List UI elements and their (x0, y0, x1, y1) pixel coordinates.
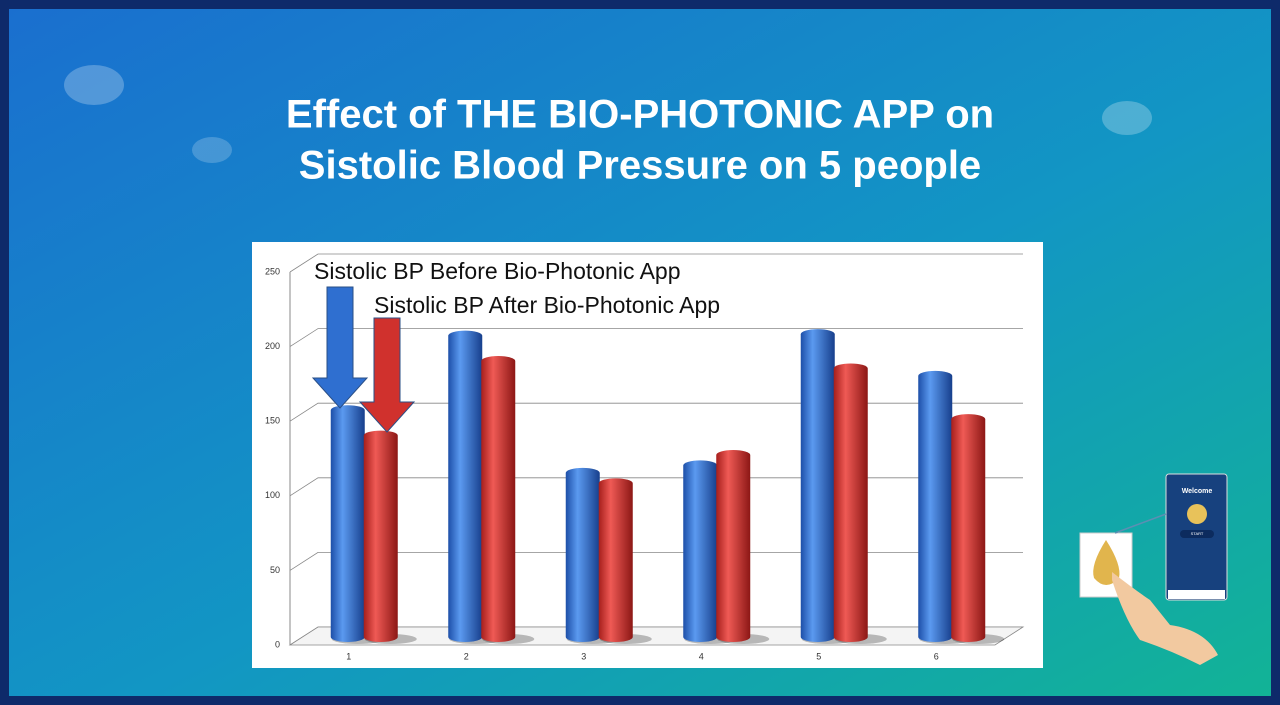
y-tick-label: 200 (265, 341, 280, 351)
bar (363, 430, 398, 642)
y-tick-label: 100 (265, 490, 280, 500)
x-tick-label: 4 (699, 651, 704, 661)
legend-label: Sistolic BP Before Bio-Photonic App (314, 258, 681, 284)
grid-line (289, 402, 1023, 422)
bar (481, 355, 516, 642)
phone-title: Welcome (1182, 488, 1213, 495)
bar (800, 329, 835, 642)
bubble (64, 65, 124, 105)
bar (716, 449, 751, 642)
legend-arrow (358, 317, 416, 433)
y-tick-label: 50 (270, 565, 280, 575)
x-tick-label: 1 (346, 651, 351, 661)
legend-arrow (311, 286, 369, 409)
y-tick-label: 150 (265, 416, 280, 426)
pointer-line (1114, 513, 1167, 534)
start-label: START (1191, 531, 1204, 536)
phone-nav (1168, 590, 1225, 599)
bubble (192, 137, 232, 163)
hand (1112, 572, 1218, 665)
title-line: Effect of THE BIO-PHOTONIC APP on (286, 93, 994, 137)
bubble (1102, 101, 1152, 135)
y-tick-label: 250 (265, 266, 280, 276)
bar (833, 363, 868, 642)
grid-line (289, 253, 1023, 273)
bar (598, 478, 633, 642)
title-line: Sistolic Blood Pressure on 5 people (299, 144, 981, 188)
x-tick-label: 2 (464, 651, 469, 661)
app-illustration: Welcome START (1079, 473, 1228, 665)
grid-line (289, 477, 1023, 497)
bar (918, 370, 953, 642)
bar (683, 460, 718, 642)
grid-line (289, 328, 1023, 347)
bar (330, 405, 365, 642)
x-tick-label: 3 (581, 651, 586, 661)
bar (565, 467, 600, 642)
bar (448, 330, 483, 642)
grid-line (289, 552, 1023, 571)
y-tick-label: 0 (275, 639, 280, 649)
app-logo (1187, 504, 1207, 524)
start-button (1180, 530, 1214, 538)
x-tick-label: 6 (934, 651, 939, 661)
legend-label: Sistolic BP After Bio-Photonic App (374, 292, 720, 318)
bar (951, 414, 986, 642)
x-tick-label: 5 (816, 651, 821, 661)
